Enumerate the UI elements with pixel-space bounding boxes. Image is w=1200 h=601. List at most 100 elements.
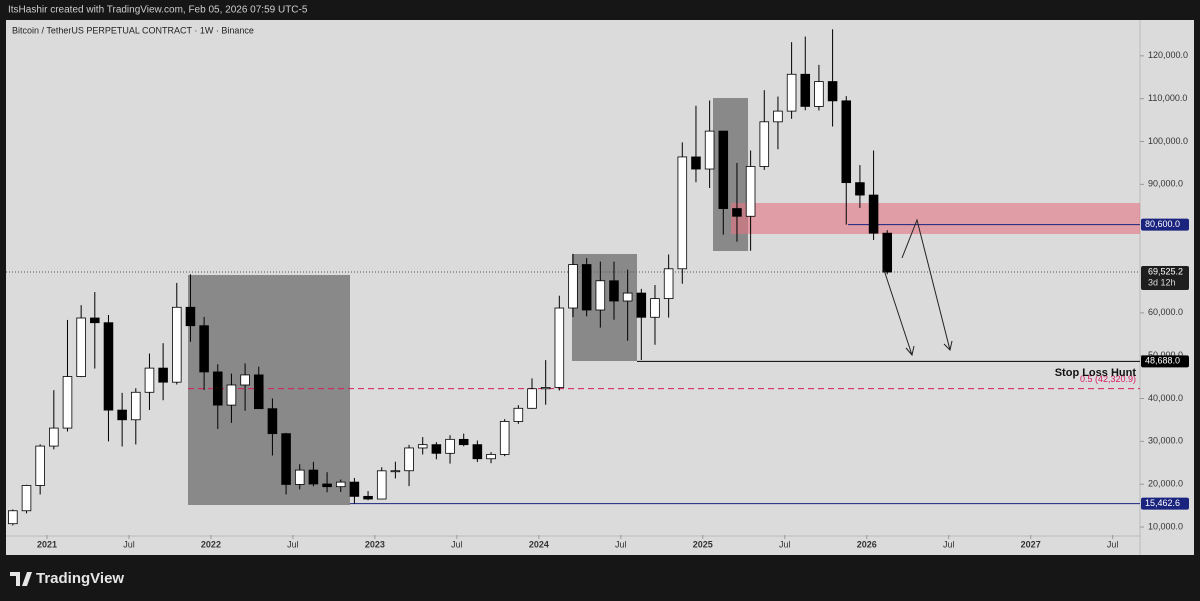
candle-body bbox=[281, 433, 291, 485]
candle-body bbox=[622, 292, 633, 302]
candle-body bbox=[21, 485, 32, 512]
x-tick-label: 2021 bbox=[37, 539, 57, 549]
price-label-bg bbox=[1141, 355, 1189, 368]
candle-body bbox=[199, 325, 209, 373]
candle-body bbox=[786, 73, 797, 112]
candle-body bbox=[35, 445, 45, 486]
candle-body bbox=[417, 444, 428, 449]
candle-body bbox=[185, 306, 196, 327]
candle-body bbox=[499, 421, 510, 455]
candle-body bbox=[841, 100, 852, 184]
y-tick-label: 40,000.0 bbox=[1148, 393, 1183, 403]
last-price-label: 69,525.2 bbox=[1148, 266, 1183, 276]
brand: TradingView bbox=[36, 570, 124, 587]
x-tick-label: 2023 bbox=[365, 539, 385, 549]
candle-body bbox=[131, 391, 141, 421]
candle-body bbox=[335, 481, 346, 488]
candle-body bbox=[882, 232, 893, 273]
candle-body bbox=[814, 81, 824, 107]
x-tick-label: 2026 bbox=[857, 539, 877, 549]
candle-body bbox=[650, 298, 660, 318]
candle-body bbox=[308, 469, 319, 485]
candle-body bbox=[554, 307, 565, 388]
candle-body bbox=[294, 469, 305, 485]
y-tick-label: 20,000.0 bbox=[1148, 479, 1183, 489]
candle-body bbox=[76, 317, 86, 377]
candle-body bbox=[431, 444, 442, 454]
x-tick-label: 2024 bbox=[529, 539, 549, 549]
y-tick-label: 60,000.0 bbox=[1148, 307, 1183, 317]
x-tick-label: 2025 bbox=[693, 539, 713, 549]
candle-body bbox=[568, 264, 578, 309]
x-tick-label: 2027 bbox=[1021, 539, 1041, 549]
y-tick-label: 30,000.0 bbox=[1148, 436, 1183, 446]
candle-body bbox=[732, 208, 742, 217]
x-tick-label: Jul bbox=[943, 539, 955, 549]
arrows bbox=[883, 218, 953, 357]
x-tick-label: Jul bbox=[779, 539, 791, 549]
candle-body bbox=[773, 110, 783, 123]
candle-body bbox=[704, 130, 715, 170]
arrow bbox=[901, 218, 953, 351]
supply-zone bbox=[731, 203, 1140, 234]
candle-body bbox=[445, 438, 455, 454]
footer-bar bbox=[0, 555, 1200, 601]
candle-body bbox=[513, 407, 524, 422]
candle-body bbox=[212, 371, 223, 406]
candle-body bbox=[636, 292, 647, 318]
candle-body bbox=[855, 182, 865, 196]
y-tick-label: 100,000.0 bbox=[1148, 136, 1188, 146]
candle-body bbox=[226, 384, 237, 406]
candle-body bbox=[322, 483, 332, 488]
candle-body bbox=[486, 453, 496, 460]
x-tick-label: Jul bbox=[123, 539, 135, 549]
y-tick-label: 120,000.0 bbox=[1148, 50, 1188, 60]
candle-body bbox=[759, 121, 770, 167]
candle-body bbox=[349, 481, 360, 497]
candle-body bbox=[609, 280, 619, 302]
candle-body bbox=[240, 374, 250, 386]
y-tick-label: 110,000.0 bbox=[1148, 93, 1187, 103]
candle-body bbox=[376, 470, 387, 500]
candle-body bbox=[472, 444, 483, 460]
candle-body bbox=[267, 408, 278, 435]
candle-body bbox=[718, 130, 729, 209]
candle-body bbox=[691, 156, 701, 170]
candle-body bbox=[540, 387, 551, 390]
price-label-bg bbox=[1141, 497, 1189, 510]
candle-body bbox=[527, 388, 537, 409]
candle-body bbox=[390, 470, 401, 473]
candle-body bbox=[404, 447, 414, 472]
arrow bbox=[883, 269, 915, 357]
candle-body bbox=[62, 376, 73, 429]
candle-body bbox=[49, 427, 59, 447]
y-tick-label: 10,000.0 bbox=[1148, 521, 1183, 531]
price-label: 15,462.6 bbox=[1145, 498, 1180, 508]
candle-body bbox=[363, 495, 373, 500]
last-price-bg bbox=[1141, 266, 1189, 291]
candle-body bbox=[8, 510, 18, 525]
candle-body bbox=[800, 73, 811, 107]
price-label: 48,688.0 bbox=[1145, 356, 1180, 366]
x-tick-label: Jul bbox=[615, 539, 627, 549]
candle-body bbox=[458, 438, 469, 446]
candle-body bbox=[103, 322, 114, 411]
candle-body bbox=[581, 264, 592, 311]
logo bbox=[10, 572, 32, 586]
countdown: 3d 12h bbox=[1148, 277, 1176, 287]
candle-body bbox=[158, 367, 168, 383]
candle-body bbox=[117, 409, 127, 421]
y-tick-label: 50,000.0 bbox=[1148, 350, 1183, 360]
price-label: 80,600.0 bbox=[1145, 219, 1180, 229]
candle-body bbox=[172, 306, 182, 383]
fib-label: 0.5 (42,320.9) bbox=[1080, 374, 1136, 384]
candle-body bbox=[827, 81, 838, 102]
x-tick-label: Jul bbox=[1107, 539, 1119, 549]
header: ItsHashir created with TradingView.com, … bbox=[8, 5, 308, 16]
annotation: Stop Loss Hunt bbox=[1055, 367, 1137, 379]
candle-body bbox=[144, 367, 155, 393]
candle-body bbox=[677, 156, 688, 270]
candle-body bbox=[253, 374, 264, 410]
